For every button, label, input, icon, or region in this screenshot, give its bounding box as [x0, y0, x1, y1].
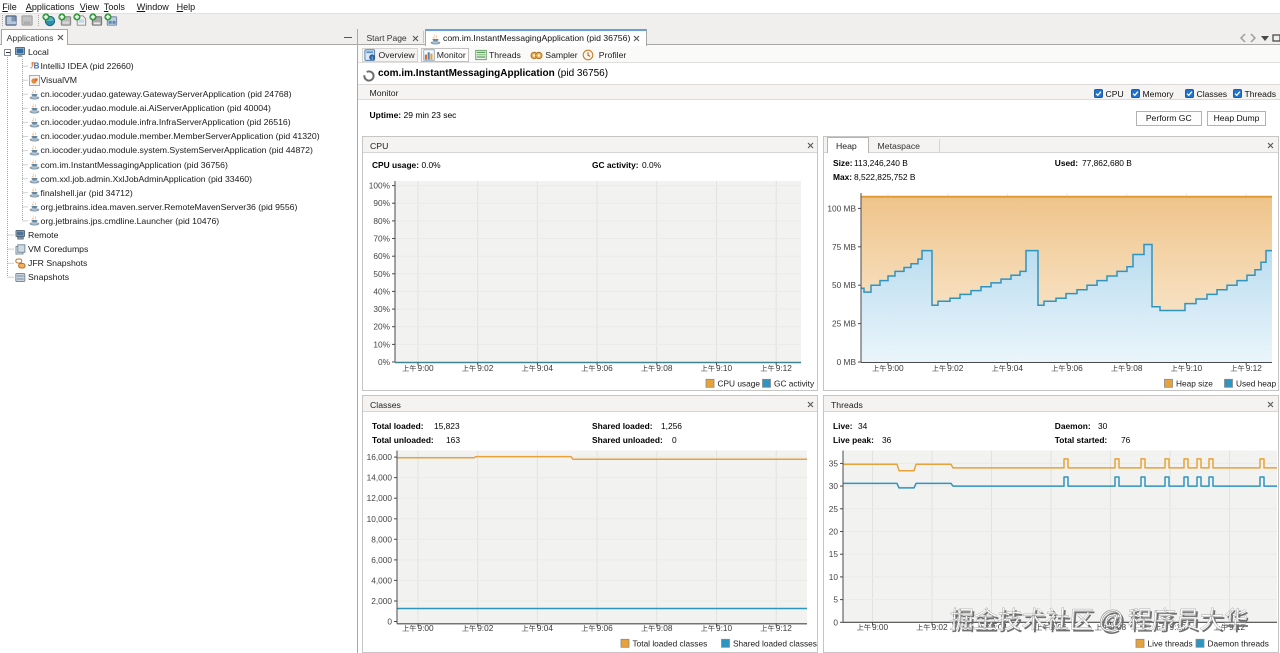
svg-text:60%: 60%	[373, 251, 390, 261]
svg-text:9:00: 9:00	[418, 363, 435, 373]
svg-text:30: 30	[829, 481, 839, 491]
svg-text:75 MB: 75 MB	[832, 242, 856, 252]
svg-text:90%: 90%	[373, 198, 390, 208]
svg-text:Shared loaded:: Shared loaded:	[592, 421, 653, 431]
svg-text:10%: 10%	[373, 339, 390, 349]
svg-text:9:10: 9:10	[716, 363, 733, 373]
svg-text:25 MB: 25 MB	[832, 319, 856, 329]
svg-text:@: @	[1100, 608, 1127, 636]
svg-text:0 MB: 0 MB	[837, 357, 857, 367]
svg-text:50%: 50%	[373, 269, 390, 279]
svg-text:Live:: Live:	[833, 421, 853, 431]
svg-text:80%: 80%	[373, 216, 390, 226]
svg-text:0: 0	[387, 617, 392, 627]
svg-text:9:04: 9:04	[991, 622, 1008, 632]
svg-text:9:00: 9:00	[418, 623, 435, 633]
svg-text:9:02: 9:02	[947, 363, 964, 373]
svg-text:9:02: 9:02	[477, 623, 494, 633]
svg-text:20: 20	[829, 527, 839, 537]
svg-text:6,000: 6,000	[371, 555, 392, 565]
svg-text:Used:: Used:	[1055, 158, 1078, 168]
svg-text:12,000: 12,000	[367, 493, 393, 503]
svg-text:9:12: 9:12	[776, 363, 793, 373]
svg-text:0: 0	[833, 617, 838, 627]
svg-text:Live threads: Live threads	[1148, 639, 1193, 649]
svg-text:9:10: 9:10	[716, 623, 733, 633]
svg-text:Used heap: Used heap	[1236, 379, 1277, 389]
svg-text:100 MB: 100 MB	[827, 203, 856, 213]
svg-text:10,000: 10,000	[367, 514, 393, 524]
svg-text:9:12: 9:12	[1246, 363, 1263, 373]
svg-text:9:08: 9:08	[656, 623, 673, 633]
svg-text:9:10: 9:10	[1170, 622, 1187, 632]
svg-text:113,246,240 B: 113,246,240 B	[854, 158, 908, 168]
svg-text:CPU usage:: CPU usage:	[372, 160, 419, 170]
svg-text:35: 35	[829, 458, 839, 468]
svg-text:76: 76	[1121, 435, 1131, 445]
svg-text:Shared loaded classes: Shared loaded classes	[733, 639, 817, 649]
svg-text:16,000: 16,000	[367, 452, 393, 462]
svg-text:Total loaded classes: Total loaded classes	[633, 639, 708, 649]
svg-text:9:00: 9:00	[888, 363, 905, 373]
svg-text:0%: 0%	[378, 357, 391, 367]
svg-text:Daemon threads: Daemon threads	[1208, 639, 1269, 649]
svg-text:GC activity:: GC activity:	[592, 160, 639, 170]
svg-text:Total unloaded:: Total unloaded:	[372, 435, 434, 445]
svg-text:77,862,680 B: 77,862,680 B	[1082, 158, 1132, 168]
svg-text:9:06: 9:06	[597, 363, 614, 373]
svg-text:Total started:: Total started:	[1055, 435, 1107, 445]
svg-text:14,000: 14,000	[367, 473, 393, 483]
svg-text:@: @	[1097, 606, 1124, 634]
svg-text:20%: 20%	[373, 322, 390, 332]
svg-text:0: 0	[672, 435, 677, 445]
svg-text:8,000: 8,000	[371, 534, 392, 544]
svg-text:9:02: 9:02	[932, 622, 949, 632]
svg-text:36: 36	[882, 435, 892, 445]
svg-text:Heap size: Heap size	[1176, 379, 1213, 389]
svg-text:9:08: 9:08	[1126, 363, 1143, 373]
svg-text:8,522,825,752 B: 8,522,825,752 B	[854, 172, 916, 182]
svg-text:B: B	[33, 61, 39, 70]
svg-text:9:10: 9:10	[1186, 363, 1203, 373]
svg-text:9:04: 9:04	[1007, 363, 1024, 373]
svg-text:10: 10	[829, 572, 839, 582]
svg-text:2,000: 2,000	[371, 596, 392, 606]
svg-text:0.0%: 0.0%	[422, 160, 442, 170]
svg-text:9:06: 9:06	[1067, 363, 1084, 373]
svg-text:GC activity: GC activity	[774, 379, 815, 389]
svg-text:5: 5	[833, 595, 838, 605]
svg-text:9:08: 9:08	[1110, 622, 1127, 632]
svg-text:9:12: 9:12	[776, 623, 793, 633]
svg-text:1,256: 1,256	[661, 421, 682, 431]
svg-text:i: i	[371, 55, 373, 61]
svg-text:25: 25	[829, 504, 839, 514]
svg-text:4,000: 4,000	[371, 575, 392, 585]
svg-text:Live peak:: Live peak:	[833, 435, 874, 445]
svg-text:9:04: 9:04	[537, 363, 554, 373]
svg-text:Shared unloaded:: Shared unloaded:	[592, 435, 663, 445]
svg-text:CPU usage: CPU usage	[718, 379, 761, 389]
svg-text:9:06: 9:06	[597, 623, 614, 633]
svg-text:50 MB: 50 MB	[832, 280, 856, 290]
svg-text:Daemon:: Daemon:	[1055, 421, 1091, 431]
svg-text:Max:: Max:	[833, 172, 852, 182]
svg-text:15: 15	[829, 549, 839, 559]
svg-text:0.0%: 0.0%	[642, 160, 662, 170]
svg-text:163: 163	[446, 435, 460, 445]
svg-text:9:00: 9:00	[872, 622, 889, 632]
svg-text:9:02: 9:02	[477, 363, 494, 373]
svg-text:30: 30	[1098, 421, 1108, 431]
svg-text:Total loaded:: Total loaded:	[372, 421, 424, 431]
svg-text:40%: 40%	[373, 286, 390, 296]
svg-text:70%: 70%	[373, 234, 390, 244]
svg-text:34: 34	[858, 421, 868, 431]
svg-text:30%: 30%	[373, 304, 390, 314]
svg-text:Size:: Size:	[833, 158, 853, 168]
svg-text:9:04: 9:04	[537, 623, 554, 633]
svg-text:9:08: 9:08	[656, 363, 673, 373]
svg-text:100%: 100%	[369, 181, 391, 191]
svg-text:15,823: 15,823	[434, 421, 460, 431]
